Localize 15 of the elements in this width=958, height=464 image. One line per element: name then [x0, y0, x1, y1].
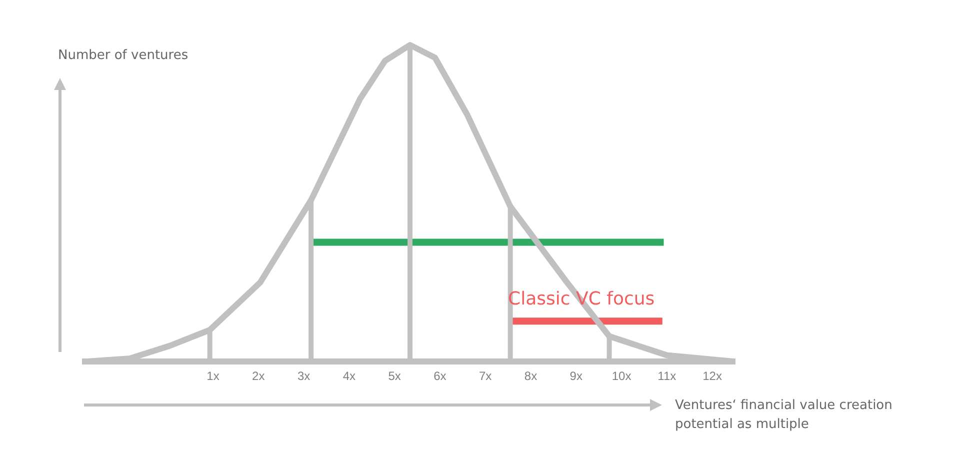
x-tick-label: 1x: [206, 369, 220, 384]
x-tick-label: 10x: [612, 369, 632, 384]
x-axis-title: Ventures‘ financial value creation potential as multiple: [675, 397, 894, 434]
x-tick-label: 4x: [342, 369, 356, 384]
series-label: Classic VC focus: [508, 288, 655, 310]
x-tick-label: 7x: [479, 369, 492, 384]
x-tick-label: 9x: [570, 369, 582, 384]
y-axis-title: Number of ventures: [58, 48, 188, 63]
x-tick-label: 12x: [702, 369, 722, 384]
x-tick-label: 11x: [658, 369, 676, 384]
x-tick-label: 6x: [434, 369, 446, 384]
x-tick-label: 8x: [524, 369, 538, 384]
x-tick-label: 2x: [252, 369, 265, 384]
x-tick-label: 5x: [388, 369, 401, 384]
x-tick-label: 3x: [297, 369, 310, 384]
